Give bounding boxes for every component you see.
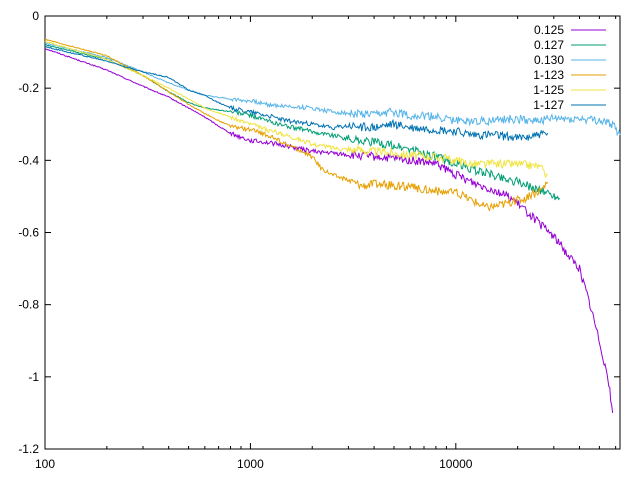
series-line-1-125 <box>44 40 548 179</box>
y-tick-label: -0.8 <box>18 298 39 312</box>
x-tick-label: 100 <box>35 457 55 471</box>
y-tick-label: -1 <box>28 370 39 384</box>
y-tick-label: -0.4 <box>18 153 39 167</box>
legend-label: 0.127 <box>534 38 564 52</box>
legend-label: 0.130 <box>534 53 564 67</box>
y-tick-label: -0.6 <box>18 226 39 240</box>
series-line-0.125 <box>44 48 614 413</box>
x-axis: 100 1000 10000 <box>35 16 617 471</box>
legend-label: 1-125 <box>533 83 564 97</box>
x-tick-label: 1000 <box>237 457 264 471</box>
y-tick-label: -1.2 <box>18 442 39 456</box>
series-line-1-127 <box>44 46 549 141</box>
x-tick-label: 10000 <box>439 457 473 471</box>
series-lines <box>44 38 621 413</box>
y-axis: 0 -0.2 -0.4 -0.6 -0.8 -1 -1.2 <box>18 9 620 456</box>
y-tick-label: -0.2 <box>18 81 39 95</box>
legend-label: 1-123 <box>533 68 564 82</box>
y-tick-label: 0 <box>32 9 39 23</box>
legend-label: 0.125 <box>534 23 564 37</box>
legend-label: 1-127 <box>533 98 564 112</box>
